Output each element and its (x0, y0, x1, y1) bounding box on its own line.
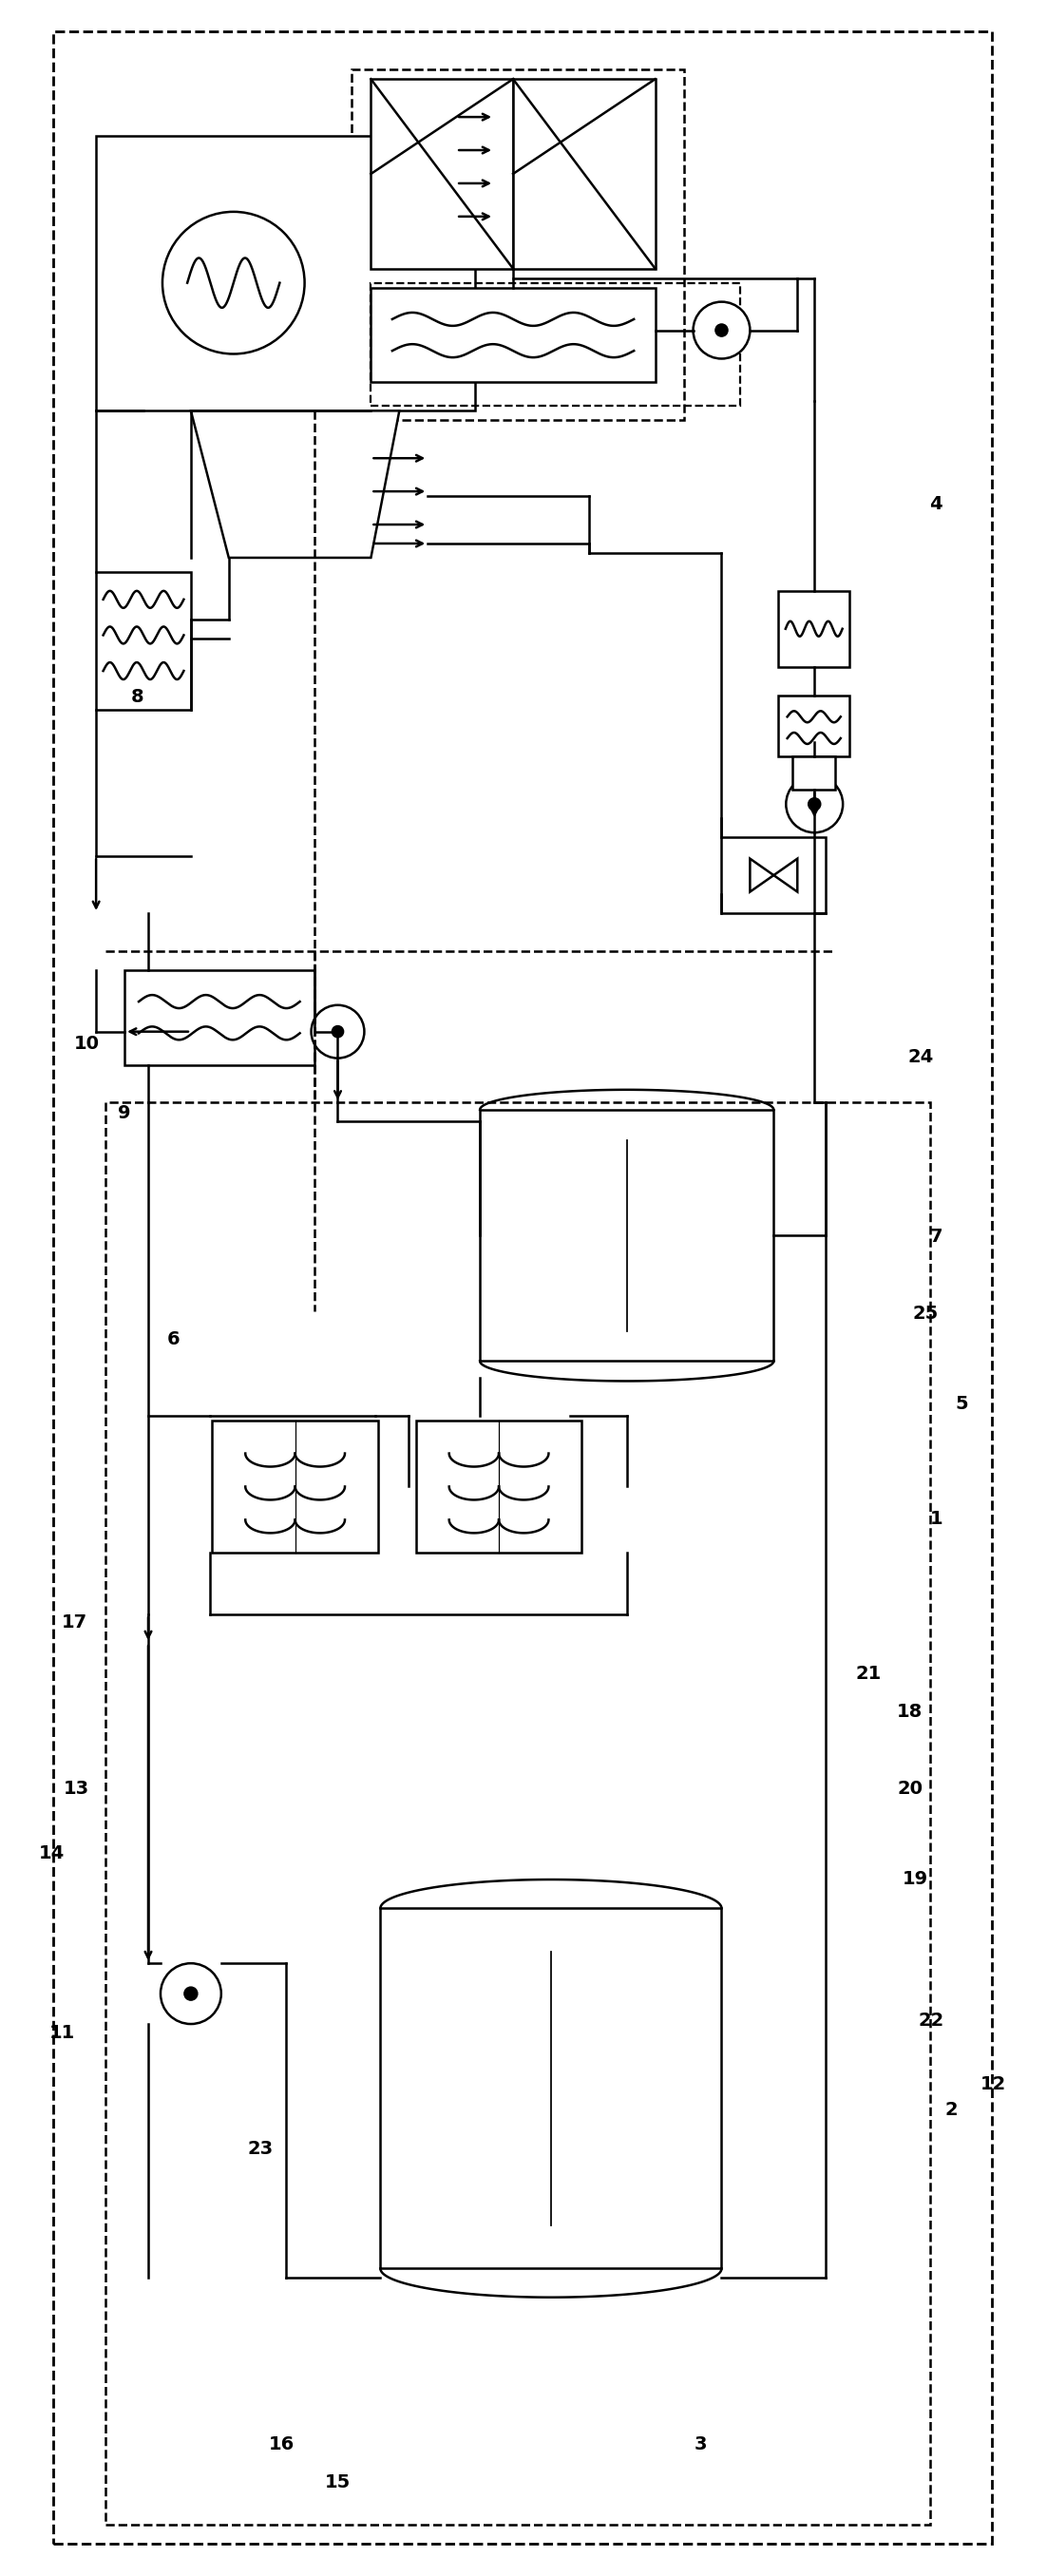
Bar (352, 70, 684, 420)
Circle shape (786, 775, 843, 832)
Circle shape (311, 1005, 364, 1059)
Text: 22: 22 (918, 2012, 943, 2030)
Text: 7: 7 (930, 1229, 942, 1247)
Bar (371, 80, 513, 268)
Text: 18: 18 (897, 1703, 922, 1721)
Circle shape (715, 325, 728, 337)
Text: 14: 14 (39, 1844, 65, 1862)
Polygon shape (774, 858, 798, 891)
Text: 2: 2 (945, 2102, 958, 2120)
Circle shape (184, 1986, 198, 2002)
Text: 15: 15 (325, 2473, 351, 2491)
Text: 4: 4 (930, 495, 942, 513)
Text: 9: 9 (118, 1105, 131, 1123)
Bar (213, 1419, 378, 1553)
Text: 8: 8 (131, 688, 143, 706)
Text: 5: 5 (956, 1394, 968, 1412)
Bar (778, 696, 849, 757)
Polygon shape (191, 410, 399, 559)
Text: 20: 20 (897, 1780, 922, 1798)
Polygon shape (750, 858, 774, 891)
Text: 6: 6 (168, 1329, 180, 1347)
Circle shape (332, 1025, 343, 1038)
Text: 17: 17 (62, 1613, 87, 1631)
Text: 12: 12 (981, 2076, 1006, 2094)
Text: 24: 24 (908, 1048, 933, 1066)
Text: 3: 3 (694, 2434, 708, 2452)
Circle shape (808, 799, 821, 811)
Text: 23: 23 (247, 2141, 273, 2159)
Text: 19: 19 (903, 1870, 928, 1888)
Bar (125, 971, 314, 1064)
Circle shape (162, 211, 305, 353)
Bar (793, 757, 836, 791)
Bar (416, 1419, 582, 1553)
Bar (96, 137, 475, 410)
Bar (371, 283, 740, 407)
Bar (778, 590, 849, 667)
Text: 13: 13 (64, 1780, 89, 1798)
Bar (380, 1909, 721, 2269)
Text: 16: 16 (268, 2434, 294, 2452)
Bar (371, 289, 655, 381)
Circle shape (693, 301, 750, 358)
Bar (106, 1103, 930, 2524)
Bar (53, 31, 992, 2543)
Text: 10: 10 (74, 1036, 99, 1054)
Bar (96, 572, 191, 708)
Text: 25: 25 (913, 1303, 938, 1321)
Text: 11: 11 (49, 2025, 74, 2043)
Circle shape (160, 1963, 221, 2025)
Bar (480, 1110, 774, 1360)
Text: 21: 21 (855, 1664, 882, 1682)
Bar (513, 80, 655, 268)
Text: 1: 1 (930, 1510, 942, 1528)
Bar (721, 837, 826, 912)
